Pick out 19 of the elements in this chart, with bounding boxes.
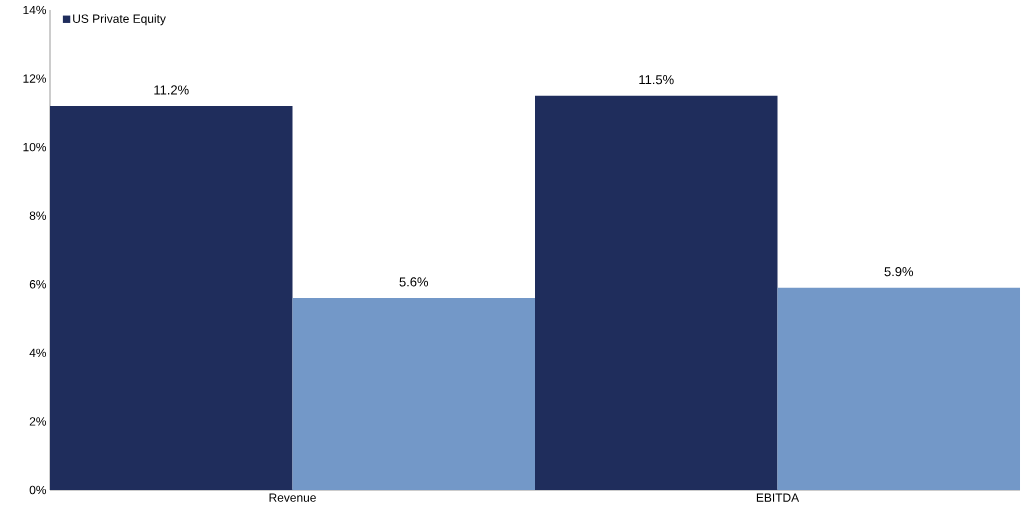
bar — [50, 106, 293, 490]
x-tick-label: Revenue — [269, 493, 316, 502]
bar — [777, 287, 1021, 490]
data-label: 11.2% — [154, 85, 189, 95]
y-tick-label: 12% — [23, 74, 47, 83]
data-label: 11.5% — [639, 75, 674, 85]
bar — [292, 298, 535, 490]
legend-label: US Private Equity — [73, 14, 166, 26]
data-label: 5.6% — [399, 277, 429, 287]
y-tick-label: 14% — [23, 5, 47, 15]
y-tick-label: 10% — [23, 142, 47, 152]
data-label: 5.9% — [884, 267, 914, 277]
x-tick-label: EBITDA — [756, 493, 800, 502]
bar — [535, 95, 778, 490]
y-tick-label: 6% — [29, 280, 47, 289]
y-tick-label: 4% — [29, 348, 47, 358]
y-tick-label: 0% — [29, 485, 47, 495]
y-tick-label: 2% — [29, 417, 47, 426]
y-tick-label: 8% — [29, 211, 47, 220]
